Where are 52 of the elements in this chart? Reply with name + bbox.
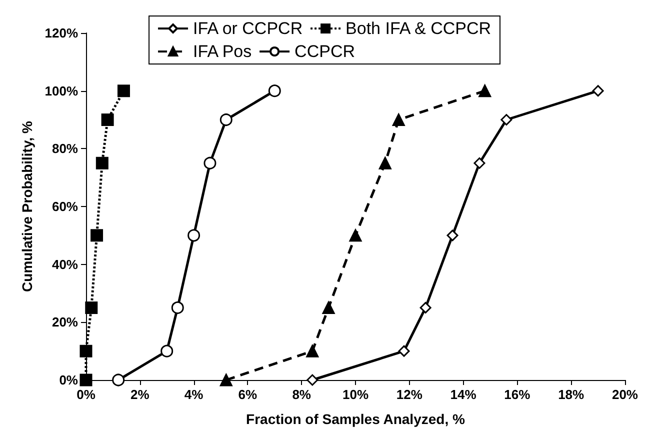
x-tick-label: 16% [504, 387, 531, 402]
point [268, 84, 281, 98]
point [378, 156, 392, 170]
point [349, 229, 362, 242]
x-tick-label: 6% [238, 387, 258, 402]
y-tick-label: 60% [52, 199, 78, 214]
y-tick-label: 100% [44, 83, 78, 98]
x-tick-label: 2% [130, 387, 150, 402]
x-tick-label: 8% [292, 387, 312, 402]
point [500, 114, 512, 126]
y-axis-title: Cumulative Probability, % [18, 120, 35, 292]
legend-label: CCPCR [294, 42, 356, 61]
point [90, 229, 104, 242]
point [80, 344, 92, 358]
x-tick-label: 10% [342, 387, 369, 402]
x-tick-label: 18% [558, 387, 585, 402]
point [171, 301, 184, 314]
y-tick-label: 80% [52, 141, 78, 156]
y-tick-label: 20% [52, 314, 78, 330]
point [592, 85, 604, 97]
point [446, 230, 458, 242]
point [85, 301, 98, 314]
point [322, 301, 335, 314]
legend-label: Both IFA & CCPCR [346, 19, 492, 38]
point [112, 374, 125, 386]
legend-label: IFA Pos [193, 42, 252, 61]
point [204, 156, 216, 170]
point [160, 344, 174, 358]
y-tick-label: 40% [52, 256, 78, 272]
y-tick-label: 120% [44, 26, 78, 40]
point [478, 84, 492, 98]
point [398, 345, 410, 357]
point [220, 374, 232, 386]
x-tick-label: 20% [612, 387, 638, 402]
x-tick-label: 4% [184, 387, 204, 402]
point [420, 302, 432, 314]
point [101, 114, 114, 126]
legend-label: IFA or CCPCR [193, 19, 303, 38]
point [96, 156, 108, 170]
point [392, 114, 405, 126]
x-tick-label: 14% [450, 387, 477, 402]
x-tick-label: 0% [76, 387, 96, 402]
point [188, 229, 200, 242]
point [306, 344, 319, 358]
point [474, 157, 486, 169]
point [306, 374, 318, 386]
x-tick-label: 12% [396, 387, 423, 402]
point [80, 374, 92, 386]
point [220, 114, 232, 126]
y-tick-label: 0% [59, 372, 78, 388]
point [117, 84, 130, 98]
x-axis-title: Fraction of Samples Analyzed, % [246, 411, 466, 427]
